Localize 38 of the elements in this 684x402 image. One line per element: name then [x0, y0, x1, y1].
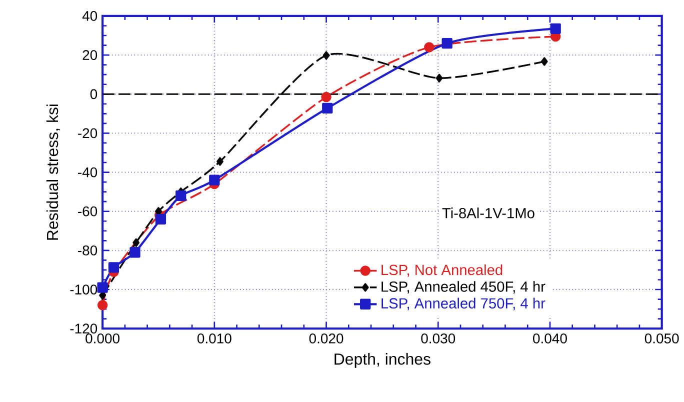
y-tick-label: -120 — [70, 323, 98, 334]
legend-label: LSP, Annealed 450F, 4 hr — [382, 280, 546, 294]
point — [97, 300, 108, 310]
x-tick-label: 0.030 — [421, 333, 456, 344]
point — [424, 42, 434, 52]
y-tick-label: -60 — [78, 206, 98, 216]
point — [132, 238, 140, 247]
y-tick-label: -20 — [78, 128, 98, 138]
y-tick-label: -80 — [78, 245, 98, 256]
point — [209, 174, 220, 186]
x-axis-title: Depth, inches — [334, 352, 430, 368]
legend-label: LSP, Annealed 750F, 4 hr — [382, 298, 546, 310]
x-tick-label: 0.000 — [86, 333, 120, 344]
point — [540, 56, 548, 66]
y-tick-label: 20 — [82, 50, 98, 60]
point — [97, 282, 108, 293]
point — [108, 262, 120, 273]
point — [130, 246, 140, 258]
point — [321, 92, 332, 102]
point — [216, 156, 224, 166]
annotation: Ti-8Al-1V-1Mo — [442, 207, 534, 218]
point — [550, 23, 561, 34]
point — [322, 102, 333, 114]
x-tick-label: 0.050 — [644, 333, 679, 344]
point — [322, 50, 330, 60]
point — [442, 38, 452, 48]
x-tick-label: 0.040 — [533, 333, 567, 344]
point — [176, 190, 186, 201]
point — [436, 74, 443, 82]
y-tick-label: -100 — [70, 284, 98, 294]
legend-label: LSP, Not Annealed — [382, 264, 502, 277]
x-tick-label: 0.020 — [309, 333, 344, 344]
y-tick-label: -40 — [78, 167, 98, 178]
x-tick-label: 0.010 — [197, 333, 232, 344]
y-tick-label: 0 — [90, 88, 98, 99]
y-tick-label: 40 — [82, 10, 98, 21]
point — [155, 214, 166, 224]
y-axis-title: Residual stress, ksi — [46, 104, 60, 240]
